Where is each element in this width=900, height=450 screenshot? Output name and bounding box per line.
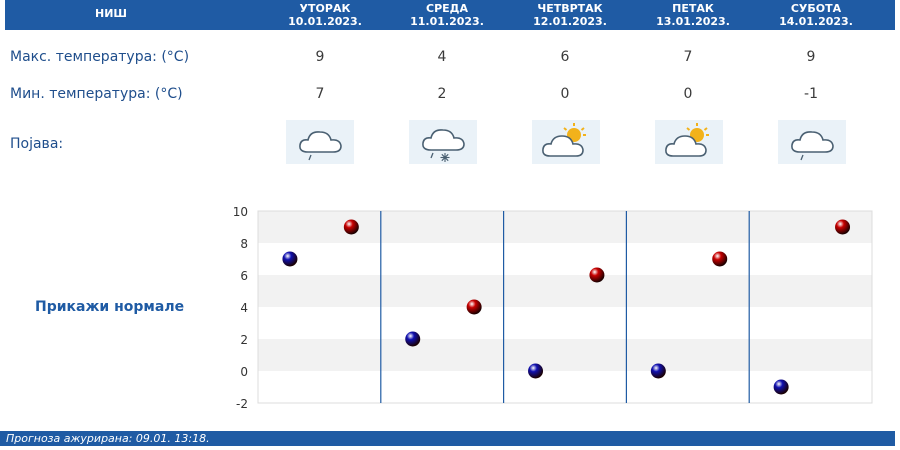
- grid-bands: [257, 210, 873, 404]
- footer-bar: Прогноза ажурирана: 09.01. 13:18.: [0, 431, 895, 446]
- max-temp-label: Макс. температура: (°C): [10, 49, 190, 65]
- max-temp-point: [589, 267, 605, 283]
- y-tick-label: 8: [240, 237, 248, 251]
- day-dividers: [380, 211, 750, 403]
- min-temp-day-2: 2: [437, 86, 447, 102]
- min-temp-point: [282, 251, 298, 267]
- day-header-2: СРЕДА 11.01.2023.: [392, 2, 502, 28]
- min-temp-point: [650, 363, 666, 379]
- day-date: 12.01.2023.: [533, 15, 607, 28]
- day-header-5: СУБОТА 14.01.2023.: [761, 2, 871, 28]
- max-temp-day-2: 4: [437, 49, 447, 65]
- day-name: ЧЕТВРТАК: [537, 2, 603, 15]
- forecast-header: НИШ УТОРАК 10.01.2023. СРЕДА 11.01.2023.…: [5, 0, 895, 30]
- grid-band: [258, 243, 872, 275]
- partly-sunny-icon: [655, 120, 723, 164]
- day-name: СРЕДА: [426, 2, 468, 15]
- max-temp-day-1: 9: [315, 49, 325, 65]
- min-temp-day-5: -1: [804, 86, 818, 102]
- grid-band: [258, 371, 872, 403]
- min-temp-day-4: 0: [683, 86, 693, 102]
- cloud-drizzle-icon: [778, 120, 846, 164]
- phenomenon-label: Појава:: [10, 136, 64, 152]
- y-tick-label: 0: [240, 365, 248, 379]
- day-header-4: ПЕТАК 13.01.2023.: [638, 2, 748, 28]
- forecast-updated-text: Прогноза ажурирана: 09.01. 13:18.: [6, 432, 210, 445]
- max-temp-day-3: 6: [560, 49, 570, 65]
- day-name: ПЕТАК: [672, 2, 714, 15]
- min-temp-point: [528, 363, 544, 379]
- min-temp-point: [405, 331, 421, 347]
- day-header-1: УТОРАК 10.01.2023.: [270, 2, 380, 28]
- y-axis-labels: 10 8 6 4 2 0 -2: [233, 205, 248, 411]
- day-name: СУБОТА: [790, 2, 842, 15]
- grid-band: [258, 307, 872, 339]
- partly-sunny-icon: [532, 120, 600, 164]
- grid-band: [258, 339, 872, 371]
- min-temp-day-3: 0: [560, 86, 570, 102]
- max-temp-point: [466, 299, 482, 315]
- show-normals-link[interactable]: Прикажи нормале: [35, 299, 185, 315]
- max-temp-day-5: 9: [806, 49, 816, 65]
- max-temp-point: [835, 219, 851, 235]
- city-name: НИШ: [95, 7, 128, 20]
- plot-frame: [257, 210, 873, 404]
- y-tick-label: 10: [233, 205, 248, 219]
- day-date: 13.01.2023.: [656, 15, 730, 28]
- cloud-snow-icon: [409, 120, 477, 164]
- min-temp-day-1: 7: [315, 86, 325, 102]
- max-temp-day-4: 7: [683, 49, 693, 65]
- day-date: 11.01.2023.: [410, 15, 484, 28]
- grid-band: [258, 275, 872, 307]
- y-tick-label: 2: [240, 333, 248, 347]
- day-header-3: ЧЕТВРТАК 12.01.2023.: [515, 2, 625, 28]
- day-name: УТОРАК: [299, 2, 351, 15]
- cloud-drizzle-icon: [286, 120, 354, 164]
- min-temp-point: [773, 379, 789, 395]
- y-tick-label: -2: [236, 397, 248, 411]
- chart-points: [282, 219, 851, 395]
- y-tick-label: 4: [240, 301, 248, 315]
- min-temp-label: Мин. температура: (°C): [10, 86, 183, 102]
- max-temp-point: [343, 219, 359, 235]
- day-date: 10.01.2023.: [288, 15, 362, 28]
- max-temp-point: [712, 251, 728, 267]
- day-date: 14.01.2023.: [779, 15, 853, 28]
- y-tick-label: 6: [240, 269, 248, 283]
- grid-band: [258, 211, 872, 243]
- temperature-chart: 10 8 6 4 2 0 -2: [233, 205, 873, 411]
